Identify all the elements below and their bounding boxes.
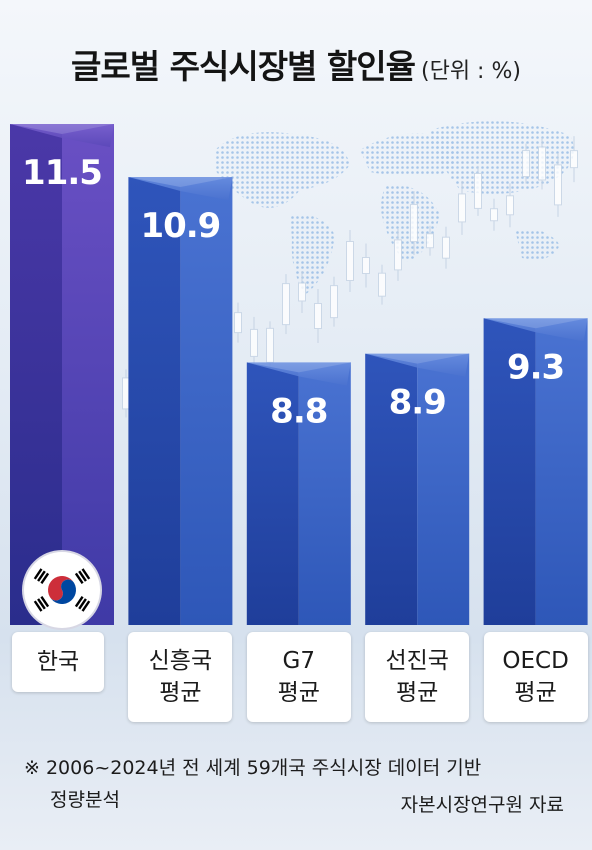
bar-2: 10.9	[128, 176, 233, 626]
footnote: ※ 2006~2024년 전 세계 59개국 주식시장 데이터 기반 정량분석	[24, 752, 481, 816]
bar-side	[535, 318, 588, 625]
category-label: OECD 평균	[483, 632, 588, 722]
bar-front	[10, 124, 62, 625]
category-label-text: G7 평균	[278, 645, 320, 709]
bar-side	[180, 176, 233, 626]
bar-value-label: 8.9	[389, 383, 446, 423]
bar-1: 11.5	[10, 124, 114, 630]
bar-value-label: 9.3	[507, 347, 564, 387]
bar-side	[298, 362, 351, 625]
chart-title: 글로벌 주식시장별 할인율	[71, 47, 416, 86]
bar-front	[483, 318, 536, 625]
category-label-line: 평균	[396, 680, 439, 706]
category-label-line: G7	[282, 648, 316, 674]
category-label: 한국	[12, 632, 104, 692]
category-label-line: 평균	[514, 680, 557, 706]
bar-front	[246, 362, 299, 625]
bar-side	[417, 353, 470, 625]
footnote-line-1: ※ 2006~2024년 전 세계 59개국 주식시장 데이터 기반	[24, 757, 482, 779]
bar-4: 8.9	[365, 353, 470, 625]
bars: 11.5 10.9 8.8 8.9 9.3	[10, 124, 588, 630]
footnote-line-2: 정량분석	[50, 789, 120, 811]
category-label-line: 한국	[36, 649, 80, 675]
bar-top-facet	[483, 318, 588, 342]
category-label-line: OECD	[502, 648, 569, 674]
unit-label: (단위 : %)	[421, 59, 521, 84]
bar-front	[365, 353, 418, 625]
source-credit: 자본시장연구원 자료	[400, 794, 564, 816]
category-label-line: 평균	[159, 680, 202, 706]
title-row: 글로벌 주식시장별 할인율 (단위 : %)	[0, 40, 592, 88]
category-label-line: 평균	[277, 680, 320, 706]
category-label-text: OECD 평균	[502, 645, 568, 709]
bar-value-label: 8.8	[270, 391, 327, 431]
bar-top-facet	[246, 362, 351, 386]
bar-top-facet	[128, 176, 233, 201]
category-label-line: 신흥국	[148, 648, 213, 674]
category-label-text: 한국	[37, 646, 79, 678]
korean-flag-icon	[22, 550, 102, 630]
bar-3: 8.8	[246, 362, 351, 625]
bar-5: 9.3	[483, 318, 588, 625]
category-label-line: 선진국	[385, 648, 449, 674]
bar-value-label: 11.5	[22, 153, 102, 193]
bar-top-facet	[10, 124, 114, 148]
category-label: G7 평균	[246, 632, 351, 722]
bar-front	[128, 176, 181, 626]
bar-side	[62, 124, 114, 625]
bar-value-label: 10.9	[140, 206, 220, 246]
bar-top-facet	[365, 353, 470, 377]
